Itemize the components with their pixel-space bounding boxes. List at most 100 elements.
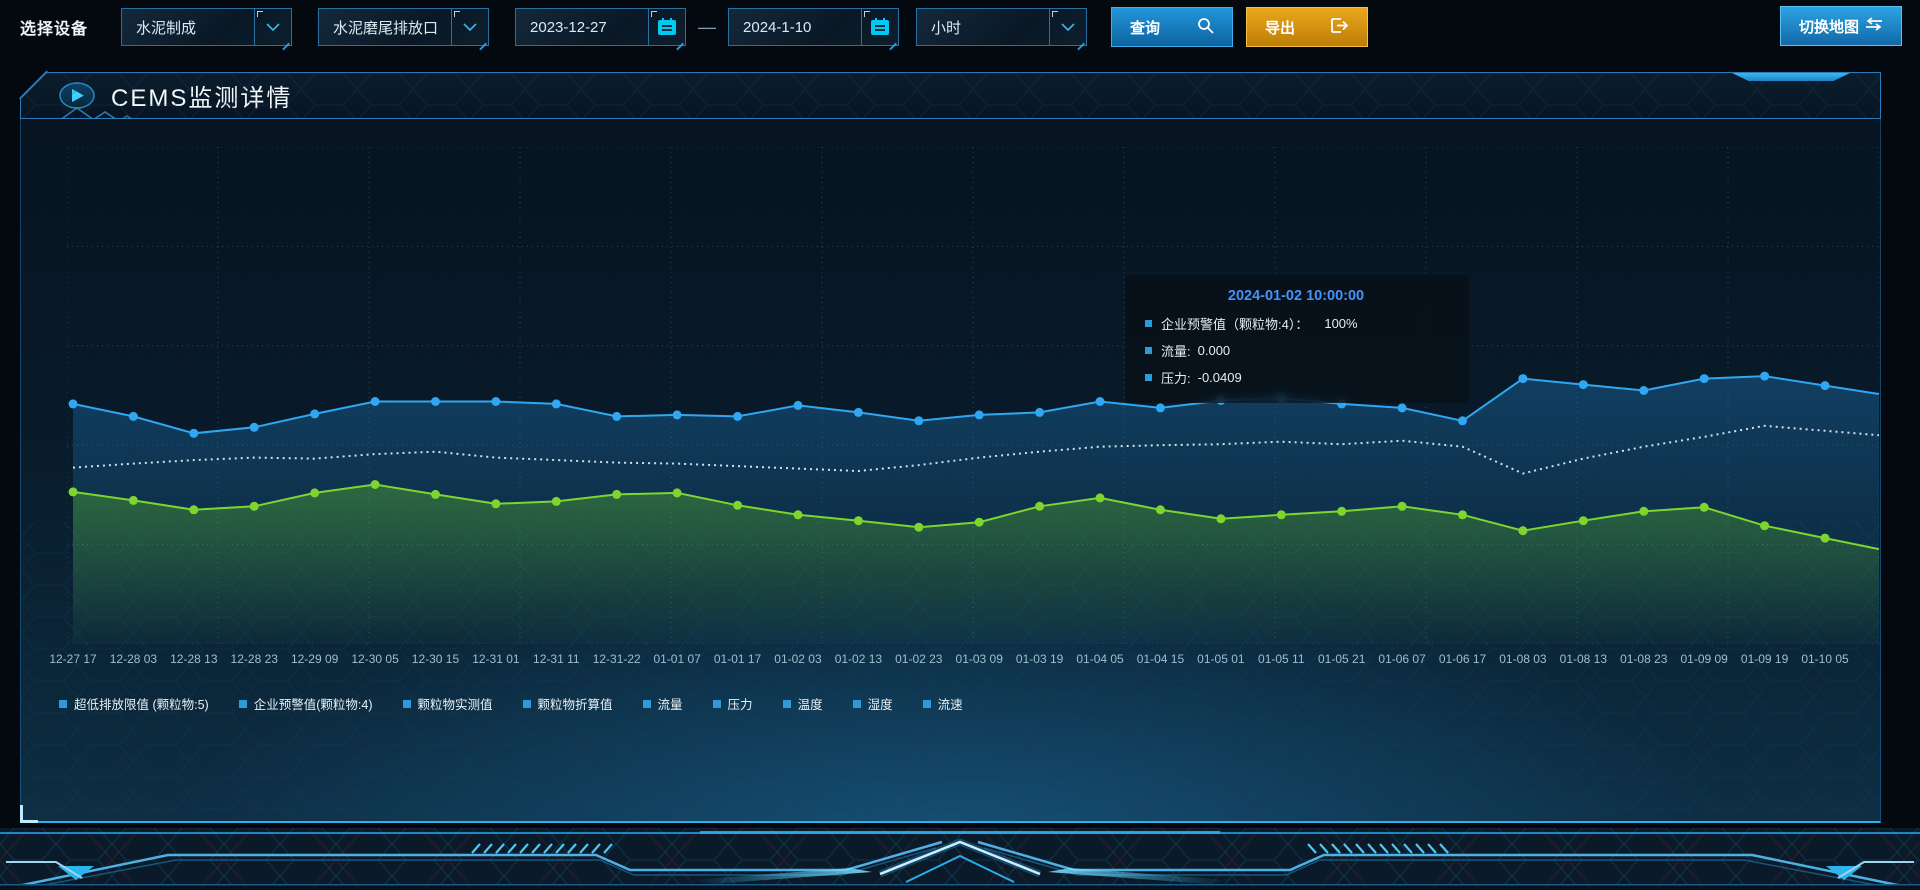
x-axis-label: 12-27 17 [49,652,97,666]
device-type-value: 水泥制成 [136,19,197,37]
x-axis-label: 01-05 21 [1318,652,1366,666]
footer-tech-decoration [0,828,1920,890]
tooltip-row: 压力: -0.0409 [1145,368,1447,387]
device-type-select[interactable]: 水泥制成 [121,8,293,46]
tooltip-value: 0.000 [1197,343,1231,358]
hex-pattern-decoration [21,73,1880,118]
legend-item[interactable]: 超低排放限值 (颗粒物:5) [59,694,209,713]
x-axis-label: 01-05 11 [1258,652,1305,666]
calendar-icon[interactable] [648,9,685,45]
x-axis-label: 12-31-22 [592,652,641,666]
calendar-icon[interactable] [861,9,898,45]
tooltip-label: 压力: [1161,371,1191,386]
x-axis-label: 12-31 11 [533,652,580,666]
tooltip-row: 企业预警值（颗粒物:4）： 100% [1145,314,1447,333]
header-top-notch [1732,73,1850,81]
x-axis-label: 01-03 09 [955,652,1003,666]
date-to-value: 2024-1-10 [743,18,812,36]
legend-label: 压力 [727,698,753,712]
x-axis-label: 01-08 23 [1620,652,1668,666]
x-axis-label: 01-08 13 [1559,652,1608,666]
date-from-picker[interactable]: 2023-12-27 [515,8,687,46]
legend-label: 流速 [937,698,963,712]
date-range-separator: — [698,16,717,37]
query-button[interactable]: 查询 [1111,7,1234,47]
tooltip-rows: 企业预警值（颗粒物:4）： 100% 流量: 0.000 压力: -0.0409 [1145,314,1447,387]
outlet-select[interactable]: 水泥磨尾排放口 [318,8,490,46]
legend-label: 超低排放限值 (颗粒物:5) [74,698,209,712]
legend-label: 颗粒物实测值 [417,698,493,712]
chevron-down-icon[interactable] [1049,9,1086,45]
legend-item[interactable]: 流速 [922,694,963,713]
x-axis-label: 01-04 05 [1076,652,1124,666]
x-axis-label: 12-31 01 [472,652,520,666]
legend-item[interactable]: 颗粒物实测值 [402,694,493,713]
toolbar: 选择设备 水泥制成 水泥磨尾排放口 2023-12-27 — 2024-1-10 [0,6,1920,48]
legend-marker [642,699,651,708]
legend-item[interactable]: 湿度 [852,694,893,713]
legend-label: 温度 [797,698,823,712]
tooltip-series-marker [1145,374,1152,381]
tooltip-row: 流量: 0.000 [1145,341,1447,360]
legend-label: 颗粒物折算值 [537,698,613,712]
legend-marker [712,699,721,708]
legend-marker [782,699,791,708]
legend-item[interactable]: 温度 [782,694,823,713]
legend-label: 流量 [657,698,683,712]
chevron-down-icon[interactable] [254,9,291,45]
legend-item[interactable]: 企业预警值(颗粒物:4) [238,694,373,713]
tooltip-label: 流量: [1161,344,1191,359]
x-axis-label: 01-04 15 [1136,652,1185,666]
x-axis-label: 01-02 23 [895,652,943,666]
x-axis-labels: 12-27 17 12-28 03 12-28 13 12-28 23 12-29 09… [21,652,1880,668]
legend-marker [238,699,247,708]
x-axis-label: 12-28 23 [230,652,278,666]
legend-item[interactable]: 压力 [712,694,753,713]
x-axis-label: 12-29 09 [290,652,339,666]
switch-arrows-icon [1865,17,1883,35]
outlet-value: 水泥磨尾排放口 [333,19,439,37]
interval-select[interactable]: 小时 [916,8,1088,46]
x-axis-label: 12-28 03 [109,652,158,666]
chart-legend: 超低排放限值 (颗粒物:5) 企业预警值(颗粒物:4) 颗粒物实测值 颗粒物折算值 流量… [59,694,963,713]
line-chart[interactable] [67,147,1879,644]
legend-label: 企业预警值(颗粒物:4) [253,698,373,712]
legend-label: 湿度 [867,698,893,712]
x-axis-label: 12-30 05 [351,652,399,666]
x-axis-label: 01-01 17 [713,652,762,666]
legend-marker [402,699,411,708]
tooltip-label: 企业预警值（颗粒物:4）： [1161,317,1309,332]
tooltip-series-marker [1145,320,1152,327]
x-axis-label: 12-28 13 [170,652,218,666]
panel-header: CEMS监测详情 [19,70,1881,129]
x-axis-label: 01-05 01 [1197,652,1245,666]
x-axis-label: 12-30 15 [411,652,460,666]
x-axis-label: 01-10 05 [1801,652,1849,666]
legend-marker [522,699,531,708]
chevron-down-icon[interactable] [451,9,488,45]
legend-marker [922,699,931,708]
chart-tooltip: 2024-01-02 10:00:00 企业预警值（颗粒物:4）： 100% 流量:… [1125,275,1469,403]
search-icon [1197,17,1214,38]
legend-item[interactable]: 流量 [642,694,683,713]
panel-corner-bracket [20,805,38,823]
legend-marker [852,699,861,708]
export-button[interactable]: 导出 [1246,7,1369,47]
tooltip-value: -0.0409 [1197,370,1242,385]
legend-marker [59,699,67,708]
x-axis-label: 01-02 03 [774,652,822,666]
export-icon [1330,17,1349,38]
tooltip-value: 100% [1324,316,1358,331]
x-axis-label: 01-08 03 [1499,652,1547,666]
tooltip-series-marker [1145,347,1152,354]
chart-panel: 12-27 17 12-28 03 12-28 13 12-28 23 12-29 09… [20,119,1881,823]
date-from-value: 2023-12-27 [530,18,607,36]
date-to-picker[interactable]: 2024-1-10 [728,8,900,46]
device-select-label: 选择设备 [20,21,89,38]
x-axis-label: 01-01 07 [653,652,701,666]
x-axis-label: 01-03 19 [1015,652,1064,666]
x-axis-label: 01-06 07 [1378,652,1426,666]
switch-map-button[interactable]: 切换地图 [1780,6,1902,46]
legend-item[interactable]: 颗粒物折算值 [522,694,613,713]
tooltip-timestamp: 2024-01-02 10:00:00 [1227,288,1365,304]
